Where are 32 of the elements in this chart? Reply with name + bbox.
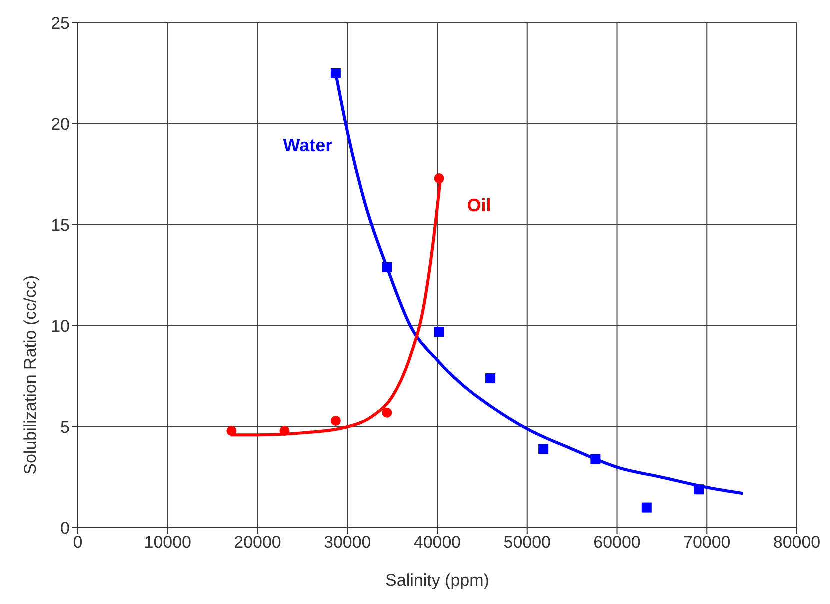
x-tick-label: 40000 — [414, 533, 462, 552]
point — [330, 416, 341, 426]
y-tick-label: 0 — [60, 519, 70, 538]
point — [330, 68, 341, 78]
point — [434, 327, 444, 338]
series-label: Oil — [467, 196, 492, 216]
point — [642, 502, 652, 513]
point — [280, 426, 290, 436]
x-tick-label: 50000 — [504, 533, 552, 552]
text: Water — [283, 136, 333, 156]
x-tick-label: 70000 — [683, 533, 731, 552]
point — [382, 262, 392, 272]
x-axis-title: Salinity (ppm) — [386, 571, 490, 590]
y-axis-title: Solubilization Ratio (cc/cc) — [21, 276, 40, 475]
x-tick-label: 0 — [73, 533, 83, 552]
y-tick-label: 5 — [60, 418, 70, 438]
x-tick-label: 10000 — [144, 533, 192, 552]
y-tick-label: 25 — [51, 14, 70, 34]
point — [434, 174, 444, 184]
y-tick-label: 15 — [51, 216, 70, 236]
point — [382, 408, 392, 418]
x-tick-label: 30000 — [324, 533, 372, 552]
x-tick-label: 80000 — [773, 533, 821, 552]
y-tick-label: 20 — [51, 115, 70, 134]
point — [694, 484, 704, 495]
x-tick-label: 20000 — [234, 533, 282, 552]
point — [590, 454, 601, 464]
point — [226, 426, 237, 436]
point — [538, 444, 549, 454]
point — [486, 374, 496, 384]
y-tick-label: 10 — [51, 317, 70, 336]
x-tick-label: 60000 — [594, 533, 641, 552]
